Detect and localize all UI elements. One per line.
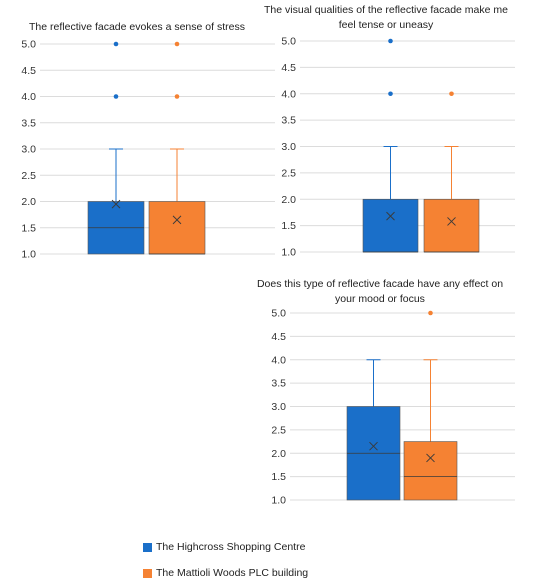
chart-3-y-tick-8: 4.5 xyxy=(271,331,286,343)
chart-2-title-line-1: The visual qualities of the reflective f… xyxy=(264,4,508,16)
legend-item-highcross: The Highcross Shopping Centre xyxy=(143,534,308,560)
chart-2-y-tick-5: 3.0 xyxy=(281,141,296,153)
chart-3-y-tick-2: 1.5 xyxy=(271,471,286,483)
chart-3-series-2-outlier-1 xyxy=(428,310,433,316)
chart-1-y-tick-6: 3.5 xyxy=(21,117,36,129)
chart-2-y-tick-9: 5.0 xyxy=(281,36,296,48)
chart-3-y-tick-3: 2.0 xyxy=(271,448,286,460)
chart-1-series-2-box xyxy=(148,201,206,255)
legend-swatch-mattioli xyxy=(143,568,152,578)
chart-1-y-tick-4: 2.5 xyxy=(21,170,36,182)
chart-3-y-tick-7: 4.0 xyxy=(271,354,286,366)
chart-2-y-tick-4: 2.5 xyxy=(281,167,296,179)
charts-canvas: The reflective facade evokes a sense of … xyxy=(21,4,515,507)
chart-2-series-2-box xyxy=(423,198,480,253)
chart-3-y-tick-4: 2.5 xyxy=(271,424,286,436)
chart-1-series-2-outlier-2 xyxy=(174,41,180,47)
chart-2-y-tick-7: 4.0 xyxy=(281,88,296,100)
chart-1-series-1-mean-marker xyxy=(111,199,121,209)
chart-2-title-line-2: feel tense or uneasy xyxy=(339,19,434,31)
chart-2-y-tick-2: 1.5 xyxy=(281,220,296,232)
chart-1-y-tick-7: 4.0 xyxy=(21,91,36,103)
chart-1-series-1-outlier-2 xyxy=(113,41,119,47)
chart-1-y-tick-3: 2.0 xyxy=(21,196,36,208)
chart-1-y-tick-9: 5.0 xyxy=(21,39,36,51)
legend-label-highcross: The Highcross Shopping Centre xyxy=(156,541,306,553)
legend-swatch-highcross xyxy=(143,542,152,552)
chart-3-y-tick-5: 3.0 xyxy=(271,401,286,413)
chart-2-y-tick-8: 4.5 xyxy=(281,62,296,74)
chart-3-y-tick-9: 5.0 xyxy=(271,308,286,320)
chart-3-y-tick-1: 1.0 xyxy=(271,495,286,507)
chart-1-y-tick-1: 1.0 xyxy=(21,249,36,261)
chart-1-series-1-outlier-1 xyxy=(113,94,119,99)
chart-2-series-2-outlier-1 xyxy=(449,91,454,97)
legend: The Highcross Shopping Centre The Mattio… xyxy=(143,534,308,586)
chart-2-series-1-mean-marker xyxy=(386,211,395,221)
chart-3-series-2-mean-marker xyxy=(426,453,435,463)
chart-2-y-tick-1: 1.0 xyxy=(281,247,296,259)
chart-3-title-line-1: Does this type of reflective facade have… xyxy=(257,278,503,290)
chart-1-series-2-mean-marker xyxy=(172,215,182,225)
chart-2-y-tick-6: 3.5 xyxy=(281,115,296,127)
chart-1-y-tick-2: 1.5 xyxy=(21,222,36,234)
chart-2-y-tick-3: 2.0 xyxy=(281,194,296,206)
chart-2-series-1-outlier-1 xyxy=(388,91,393,97)
chart-3-y-tick-6: 3.5 xyxy=(271,378,286,390)
chart-1-y-tick-8: 4.5 xyxy=(21,65,36,77)
chart-2-series-1-outlier-2 xyxy=(388,38,393,44)
chart-1-y-tick-5: 3.0 xyxy=(21,144,36,156)
legend-item-mattioli: The Mattioli Woods PLC building xyxy=(143,560,308,586)
chart-3-series-1-mean-marker xyxy=(369,441,378,451)
chart-3-series-2-box xyxy=(403,441,458,501)
chart-3-title-line-2: your mood or focus xyxy=(335,293,425,305)
chart-2-series-1-box xyxy=(362,198,419,253)
chart-1-title-line-1: The reflective facade evokes a sense of … xyxy=(29,21,245,33)
chart-1-series-2-outlier-1 xyxy=(174,94,180,99)
chart-2-series-2-mean-marker xyxy=(447,217,456,226)
legend-label-mattioli: The Mattioli Woods PLC building xyxy=(156,567,309,579)
